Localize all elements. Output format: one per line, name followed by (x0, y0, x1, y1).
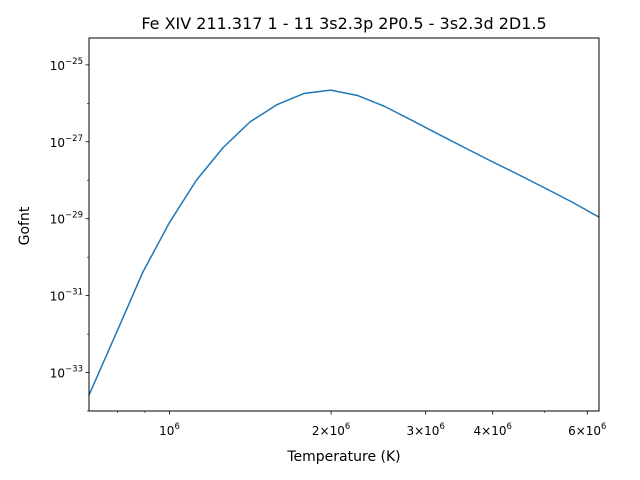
y-tick-label: 10−29 (50, 211, 83, 227)
plot-frame (88, 37, 600, 412)
x-tick-label: 3×106 (406, 422, 444, 438)
y-tick-label: 10−27 (50, 134, 83, 150)
x-tick-label: 4×106 (474, 422, 512, 438)
y-axis: 10−25 10−27 10−29 10−31 10−33 (50, 57, 89, 412)
x-tick-label: 106 (159, 422, 180, 438)
x-axis-label: Temperature (K) (286, 449, 400, 465)
y-axis-label: Gofnt (17, 206, 33, 245)
plot-area (89, 38, 599, 411)
y-tick-label: 10−25 (50, 57, 83, 73)
x-axis: 106 2×106 3×106 4×106 6×106 (117, 411, 606, 438)
y-tick-label: 10−31 (50, 288, 83, 304)
x-tick-label: 6×106 (568, 422, 606, 438)
series-group (88, 89, 600, 396)
chart-title: Fe XIV 211.317 1 - 11 3s2.3p 2P0.5 - 3s2… (141, 14, 546, 33)
x-tick-label: 2×106 (312, 422, 350, 438)
y-tick-label: 10−33 (50, 365, 83, 381)
series-line (88, 89, 600, 396)
